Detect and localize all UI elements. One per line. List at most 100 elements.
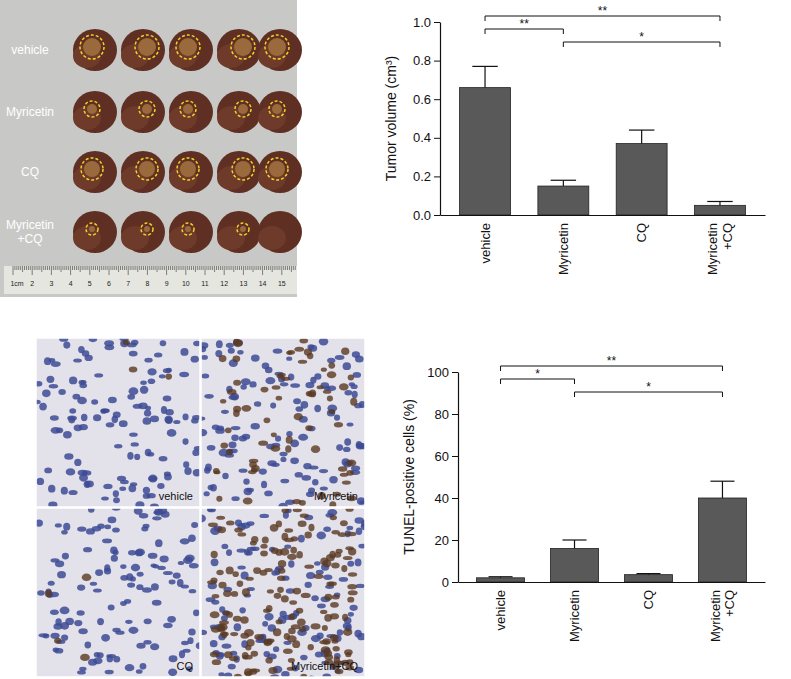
- ruler-mark: [143, 266, 144, 270]
- nucleus: [305, 582, 312, 588]
- nucleus: [58, 389, 66, 395]
- stained-nucleus: [210, 611, 220, 618]
- stained-nucleus: [237, 581, 244, 587]
- panel-label: Myricetin+CQ: [291, 660, 358, 672]
- nucleus: [329, 476, 338, 483]
- liver: [121, 29, 165, 71]
- nucleus: [347, 561, 354, 567]
- ruler-mark: [78, 266, 79, 270]
- stained-nucleus: [273, 628, 281, 636]
- nucleus: [61, 487, 68, 495]
- nucleus: [128, 627, 138, 634]
- stained-nucleus: [343, 556, 353, 560]
- nucleus: [48, 502, 57, 507]
- nucleus: [134, 508, 143, 515]
- error-bar-stem: [484, 66, 485, 87]
- ruler-mark: [233, 266, 234, 272]
- nucleus: [131, 340, 138, 345]
- nucleus: [216, 340, 223, 348]
- nucleus: [136, 584, 143, 590]
- nucleus: [148, 553, 158, 559]
- nucleus: [301, 475, 311, 481]
- ruler-mark: [245, 266, 246, 270]
- ruler-mark: [128, 266, 129, 275]
- stained-nucleus: [281, 377, 291, 381]
- nucleus: [143, 417, 152, 425]
- ruler-mark: [107, 266, 108, 270]
- nucleus: [108, 397, 117, 404]
- ruler-mark: [285, 266, 286, 270]
- tick-label: 0.0: [413, 208, 431, 223]
- nucleus: [135, 549, 145, 556]
- nucleus: [62, 553, 69, 560]
- tissue-background: [201, 508, 365, 677]
- ruler-mark: [247, 266, 248, 270]
- ruler-label: 9: [165, 280, 169, 287]
- error-bar: [707, 201, 732, 205]
- ruler-mark: [195, 266, 196, 272]
- ruler-mark: [272, 266, 273, 272]
- nucleus: [298, 535, 305, 543]
- nucleus: [228, 441, 236, 448]
- ruler-mark: [293, 266, 294, 270]
- nucleus: [201, 355, 208, 360]
- stained-nucleus: [324, 594, 332, 601]
- error-bar-cap: [562, 539, 586, 540]
- nucleus: [310, 377, 316, 384]
- ruler-mark: [289, 266, 290, 270]
- nucleus: [63, 342, 70, 349]
- nucleus: [85, 481, 94, 488]
- nucleus: [193, 341, 200, 347]
- stained-nucleus: [260, 550, 268, 556]
- ruler-mark: [16, 266, 17, 270]
- tick-label: 20: [435, 533, 449, 548]
- stained-nucleus: [262, 536, 269, 543]
- nucleus: [298, 434, 308, 441]
- nucleus: [303, 463, 311, 469]
- tumor: [183, 104, 193, 114]
- liver: [217, 151, 261, 193]
- nucleus: [147, 493, 156, 498]
- stained-nucleus: [283, 649, 293, 654]
- ruler-mark: [13, 266, 14, 275]
- stained-nucleus: [299, 500, 306, 506]
- liver: [121, 211, 165, 253]
- stained-nucleus: [277, 568, 285, 573]
- nucleus: [164, 416, 172, 423]
- ruler-mark: [176, 266, 177, 272]
- stained-nucleus: [331, 530, 339, 534]
- stained-nucleus: [297, 618, 306, 626]
- stained-nucleus: [328, 362, 335, 368]
- ruler-mark: [99, 266, 100, 272]
- nucleus: [226, 343, 234, 348]
- stained-nucleus: [330, 602, 339, 608]
- liver: [169, 29, 213, 71]
- ruler-mark: [201, 266, 202, 270]
- nucleus: [119, 420, 128, 427]
- stained-nucleus: [298, 520, 307, 527]
- ruler-mark: [132, 266, 133, 270]
- liver: [217, 29, 261, 71]
- bar: [538, 186, 589, 215]
- liver-tissue: [121, 211, 165, 253]
- nucleus: [228, 664, 236, 670]
- stained-nucleus: [211, 626, 221, 633]
- ruler-mark: [145, 266, 146, 270]
- stained-nucleus: [259, 570, 267, 576]
- tick-mark: [434, 215, 440, 216]
- nucleus: [254, 401, 261, 407]
- nucleus: [163, 368, 171, 373]
- axis-line: [458, 373, 459, 583]
- nucleus: [347, 422, 354, 426]
- nucleus: [181, 641, 189, 645]
- liver-tissue: [121, 151, 165, 193]
- nucleus: [91, 399, 98, 404]
- x-tick: CQ: [634, 223, 649, 243]
- tumor-photo: vehicleMyricetinCQMyricetin+CQ1cm2345678…: [0, 0, 302, 297]
- nucleus: [143, 487, 150, 494]
- ruler-mark: [109, 266, 110, 275]
- ruler-mark: [62, 266, 63, 270]
- ruler-mark: [110, 266, 111, 270]
- stained-nucleus: [301, 593, 311, 598]
- ruler-mark: [24, 266, 25, 270]
